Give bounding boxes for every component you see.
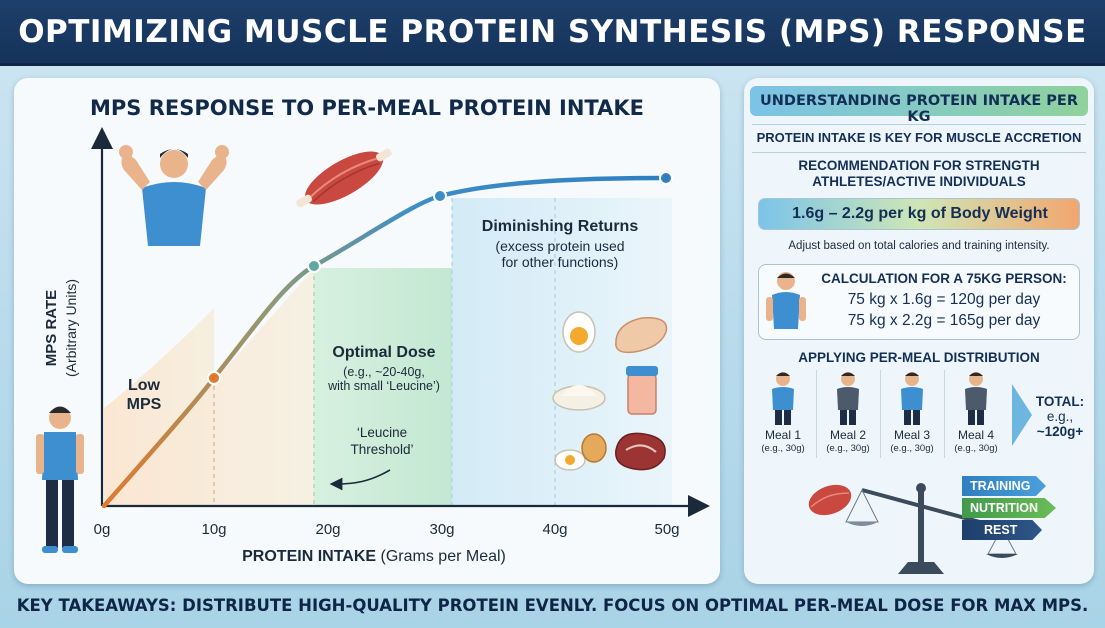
meal-2-amount: (e.g., 30g)	[826, 443, 870, 454]
x-tick-40g: 40g	[542, 521, 567, 538]
x-tick-20g: 20g	[315, 521, 340, 538]
egg-icon	[562, 311, 596, 353]
meal-3-label: Meal 3	[893, 428, 931, 442]
standing-man-icon	[36, 406, 84, 553]
recommendation-range-bar: 1.6g – 2.2g per kg of Body Weight	[758, 198, 1080, 230]
person-icon	[965, 372, 987, 425]
leucine-line1: ‘Leucine	[356, 425, 408, 440]
meal-2-label: Meal 2	[829, 428, 867, 442]
data-point-48g	[659, 171, 673, 185]
x-axis-label-bold: PROTEIN INTAKE	[242, 548, 377, 565]
meal-4-label: Meal 4	[957, 428, 995, 442]
info-panel: UNDERSTANDING PROTEIN INTAKE PER KG PROT…	[744, 78, 1094, 584]
tag-training: TRAINING	[962, 476, 1046, 496]
mps-chart: 0g 10g 20g 30g 40g 50g MPS RATE (Arbitra…	[36, 127, 710, 553]
calc-line-1: 75 kg x 1.6g = 120g per day	[847, 291, 1041, 308]
meal-1-amount: (e.g., 30g)	[761, 443, 805, 454]
chart-panel: 0g 10g 20g 30g 40g 50g MPS RATE (Arbitra…	[14, 78, 720, 584]
total-label-text: TOTAL:	[1035, 394, 1085, 409]
total-value: ~120g+	[1036, 424, 1084, 439]
meal-3-amount: (e.g., 30g)	[890, 443, 934, 454]
optimal-dose-line1: (e.g., ~20-40g,	[343, 365, 425, 379]
diminishing-returns-title: Diminishing Returns	[481, 218, 639, 235]
diminishing-returns-line1: (excess protein used	[495, 238, 625, 254]
divider	[752, 124, 1086, 125]
chart-title: MPS RESPONSE TO PER-MEAL PROTEIN INTAKE	[90, 96, 644, 120]
low-mps-label: Low MPS	[114, 376, 174, 414]
calculation-box: CALCULATION FOR A 75KG PERSON: 75 kg x 1…	[758, 264, 1080, 340]
diminishing-returns-label: Diminishing Returns (excess protein used…	[460, 218, 660, 270]
calc-line-2: 75 kg x 2.2g = 165g per day	[847, 312, 1041, 329]
meal-4: Meal 4 (e.g., 30g)	[944, 370, 1006, 458]
info-title-bar: UNDERSTANDING PROTEIN INTAKE PER KG	[750, 86, 1088, 125]
info-title: UNDERSTANDING PROTEIN INTAKE PER KG	[760, 93, 1078, 125]
person-icon	[772, 372, 794, 425]
muscle-icon	[296, 148, 392, 208]
recommendation-line2: ATHLETES/ACTIVE INDIVIDUALS	[812, 174, 1026, 189]
recommendation-heading: RECOMMENDATION FOR STRENGTH ATHLETES/ACT…	[744, 158, 1094, 190]
shaker-icon	[626, 366, 658, 415]
person-icon	[766, 272, 806, 329]
flexing-man-icon	[119, 145, 229, 246]
calc-title: CALCULATION FOR A 75KG PERSON:	[821, 271, 1067, 286]
page-title: OPTIMIZING MUSCLE PROTEIN SYNTHESIS (MPS…	[18, 14, 1087, 50]
egg-and-bread-icon	[554, 433, 607, 471]
x-tick-0g: 0g	[94, 521, 111, 538]
optimal-zone-fill	[314, 268, 452, 506]
y-axis-label-units: (Arbitrary Units)	[63, 279, 79, 377]
optimal-dose-line2: with small ‘Leucine’)	[328, 379, 440, 393]
y-axis-label: MPS RATE	[43, 290, 60, 366]
header-banner: OPTIMIZING MUSCLE PROTEIN SYNTHESIS (MPS…	[0, 0, 1105, 66]
total-eg: e.g.,	[1046, 409, 1074, 424]
key-line: PROTEIN INTAKE IS KEY FOR MUSCLE ACCRETI…	[756, 130, 1082, 145]
optimal-dose-title: Optimal Dose	[332, 344, 436, 361]
meal-1: Meal 1 (e.g., 30g)	[752, 370, 814, 458]
chicken-breast-icon	[615, 317, 668, 354]
data-point-29g	[433, 189, 447, 203]
diminishing-returns-line2: for other functions)	[501, 254, 619, 270]
meal-3: Meal 3 (e.g., 30g)	[880, 370, 942, 458]
person-icon	[837, 372, 859, 425]
chevron-right-icon	[1012, 384, 1032, 446]
meal-2: Meal 2 (e.g., 30g)	[816, 370, 878, 458]
protein-powder-icon	[552, 385, 606, 411]
person-icon	[901, 372, 923, 425]
low-mps-label-line2: MPS	[126, 396, 162, 413]
x-tick-50g: 50g	[654, 521, 679, 538]
distribution-title: APPLYING PER-MEAL DISTRIBUTION	[798, 350, 1040, 365]
balance-scale-icon	[808, 483, 1018, 574]
data-point-18g	[307, 259, 321, 273]
x-axis-label-rest: (Grams per Meal)	[380, 548, 506, 565]
low-mps-label-line1: Low	[128, 377, 160, 394]
leucine-arrow	[329, 469, 391, 491]
optimal-dose-label: Optimal Dose (e.g., ~20-40g, with small …	[294, 344, 474, 393]
adjust-note: Adjust based on total calories and train…	[788, 240, 1050, 252]
x-tick-30g: 30g	[429, 521, 454, 538]
x-axis-label: PROTEIN INTAKE (Grams per Meal)	[164, 548, 584, 566]
recommendation-line1: RECOMMENDATION FOR STRENGTH	[798, 158, 1040, 173]
x-tick-10g: 10g	[201, 521, 226, 538]
leucine-threshold-label: ‘Leucine Threshold’	[332, 424, 432, 458]
steak-icon	[615, 432, 666, 471]
leucine-line2: Threshold’	[350, 442, 414, 457]
tag-rest: REST	[962, 520, 1042, 540]
meal-1-label: Meal 1	[764, 428, 802, 442]
recommendation-range: 1.6g – 2.2g per kg of Body Weight	[792, 205, 1048, 222]
divider	[752, 152, 1086, 153]
data-point-10g	[207, 371, 221, 385]
total-label: TOTAL: e.g., ~120g+	[1028, 394, 1092, 439]
key-takeaways: KEY TAKEAWAYS: DISTRIBUTE HIGH-QUALITY P…	[16, 596, 1089, 615]
tag-nutrition: NUTRITION	[962, 498, 1056, 518]
meal-4-amount: (e.g., 30g)	[954, 443, 998, 454]
